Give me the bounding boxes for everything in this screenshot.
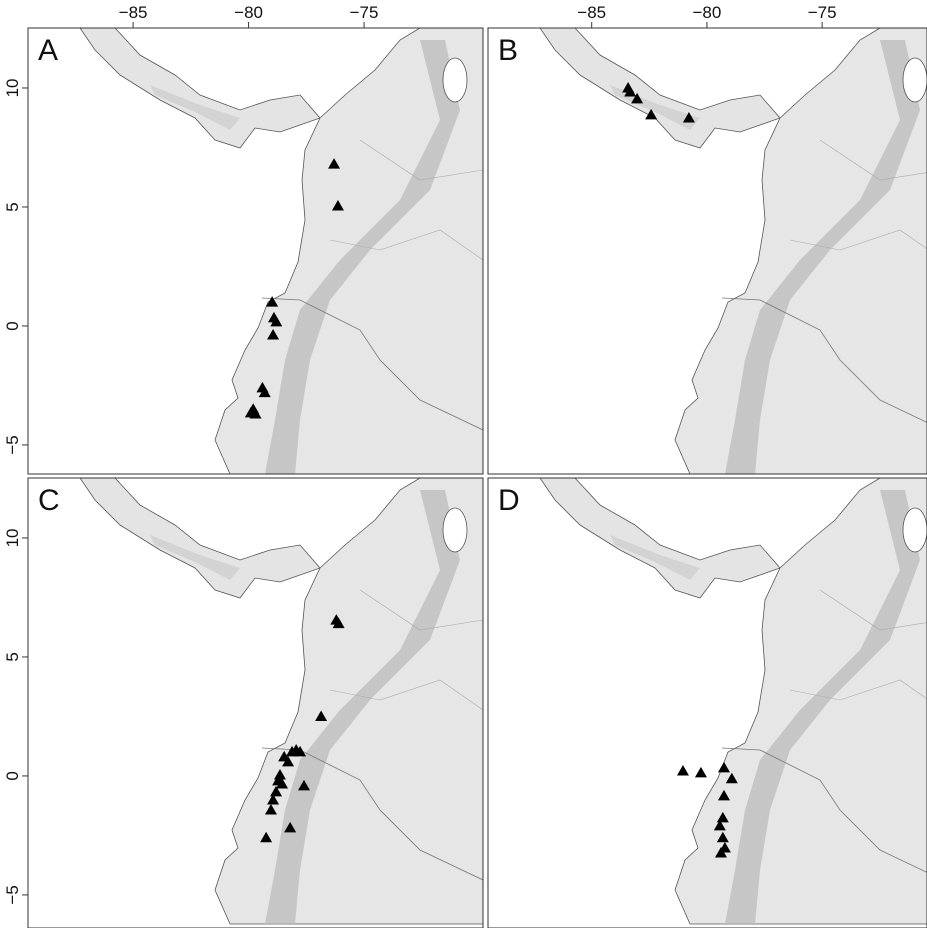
panel-label: C (38, 484, 60, 517)
x-tick-label: −80 (693, 3, 722, 22)
panel-label: B (498, 34, 518, 67)
y-tick-label: 5 (3, 202, 22, 211)
map-figure: A −85 −80 −75 10 5 0 −5 B −85 −80 −75 C 10 5 0 −5 D (0, 0, 927, 928)
y-tick-label: 0 (3, 321, 22, 330)
y-tick-label: −5 (3, 435, 22, 454)
basemap (460, 450, 927, 928)
x-tick-label: −85 (119, 3, 148, 22)
panel-label: A (38, 34, 58, 67)
y-tick-label: −5 (3, 885, 22, 904)
basemap (0, 0, 500, 480)
x-tick-label: −75 (808, 3, 837, 22)
x-tick-label: −85 (577, 3, 606, 22)
panel-label: D (498, 484, 520, 517)
y-tick-label: 10 (3, 79, 22, 98)
y-tick-label: 10 (3, 529, 22, 548)
basemap (0, 450, 500, 928)
basemap (460, 0, 927, 480)
x-tick-label: −75 (350, 3, 379, 22)
y-tick-label: 5 (3, 652, 22, 661)
y-tick-label: 0 (3, 771, 22, 780)
x-tick-label: −80 (234, 3, 263, 22)
